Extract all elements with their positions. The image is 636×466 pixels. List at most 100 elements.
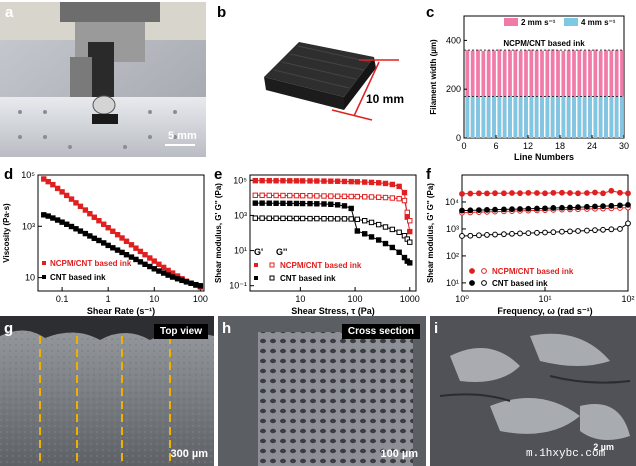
legend-label-cnt: CNT based ink [492,279,548,288]
bar-4mm [529,96,534,138]
data-point [114,232,121,238]
data-point [542,190,548,197]
data-point [73,226,79,232]
bar-2mm [492,50,496,138]
data-point [119,249,125,256]
data-point [459,233,465,239]
x-tick-label: 10 [295,294,305,304]
data-point [354,179,361,185]
data-point [110,245,116,251]
y-tick-label: 10³ [22,221,35,231]
data-point [328,216,334,222]
bar-2mm [550,49,555,138]
bar-2mm [508,50,512,138]
data-point [50,181,56,188]
data-point [174,276,181,282]
data-point [517,206,523,212]
data-point [389,244,396,251]
panel-label-d: d [4,166,14,183]
data-point [509,230,515,237]
data-point [459,190,465,197]
data-point [45,178,51,185]
data-point [625,201,631,208]
data-point [82,207,89,213]
data-point [476,190,482,197]
data-point [375,194,382,200]
bar-2mm [561,50,566,138]
sem-tag-cross-section: Cross section [341,324,420,339]
scale-bar-h: 100 µm [380,448,418,460]
data-point [328,178,334,184]
x-axis-label: Shear Stress, τ (Pa) [291,306,375,316]
data-point [600,203,606,210]
data-point [314,201,320,207]
data-point [293,200,300,207]
data-point [389,181,396,188]
bar-4mm [582,96,587,138]
data-point [328,193,334,199]
data-point [307,200,313,207]
data-point [287,200,293,207]
data-point [348,178,354,185]
bar-2mm [497,49,502,138]
data-point [87,210,93,217]
bar-2mm [534,50,539,138]
data-point [280,200,286,207]
bar-2mm [593,49,598,139]
legend-header-gpp: G'' [276,247,287,257]
bar-4mm [572,97,576,138]
data-point [151,258,157,264]
x-tick-label: 10⁰ [455,294,469,304]
panel-label-a: a [5,4,14,21]
data-point [101,240,107,246]
data-point [354,216,361,223]
data-point [348,193,354,200]
data-point [401,254,408,261]
data-point [293,192,300,199]
data-point [534,229,540,236]
legend-marker-ncpm-gp [254,263,258,267]
data-point [299,215,306,222]
data-point [407,260,413,266]
chart-c: 0 6 12 18 24 30 0 200 400 Line Numbers Filament wi… [429,15,629,160]
legend-marker-cnt-gp [469,280,475,286]
bar-4mm [534,95,539,138]
bar-4mm [540,97,544,138]
y-tick-label: 10⁵ [21,170,35,180]
data-point [525,189,532,196]
bar-2mm [518,50,523,138]
data-point [123,238,130,244]
data-point [41,176,47,182]
data-point [608,202,615,209]
data-point [287,192,293,199]
data-point [550,189,557,196]
data-point [293,178,300,184]
legend-label-4mm: 4 mm s⁻¹ [581,18,616,27]
x-axis-label: Line Numbers [514,152,574,160]
data-point [45,213,51,219]
data-point [59,189,65,195]
bar-2mm [513,49,518,138]
data-point [368,179,375,186]
chart-title: NCPM/CNT based ink [503,39,585,48]
data-point [584,227,590,234]
data-point [59,219,65,225]
legend-marker-ncpm-gpp [269,262,275,268]
x-tick-label: 10 [149,294,159,304]
y-tick-label: 200 [446,84,461,94]
data-point [389,226,396,233]
data-point [368,194,375,200]
sem-top-view: Top view 300 µm [0,316,214,466]
data-point [382,240,389,247]
x-tick-label: 6 [493,141,498,151]
legend-label-cnt: CNT based ink [280,274,336,283]
x-tick-label: 30 [619,141,629,151]
data-point [137,248,144,255]
y-axis-label: Shear modulus, G' G'' (Pa) [214,183,223,283]
data-point [375,221,382,228]
legend-label-2mm: 2 mm s⁻¹ [521,18,556,27]
data-point [608,187,615,194]
data-point [501,190,507,197]
data-point [492,206,498,213]
x-tick-label: 100 [348,294,363,304]
